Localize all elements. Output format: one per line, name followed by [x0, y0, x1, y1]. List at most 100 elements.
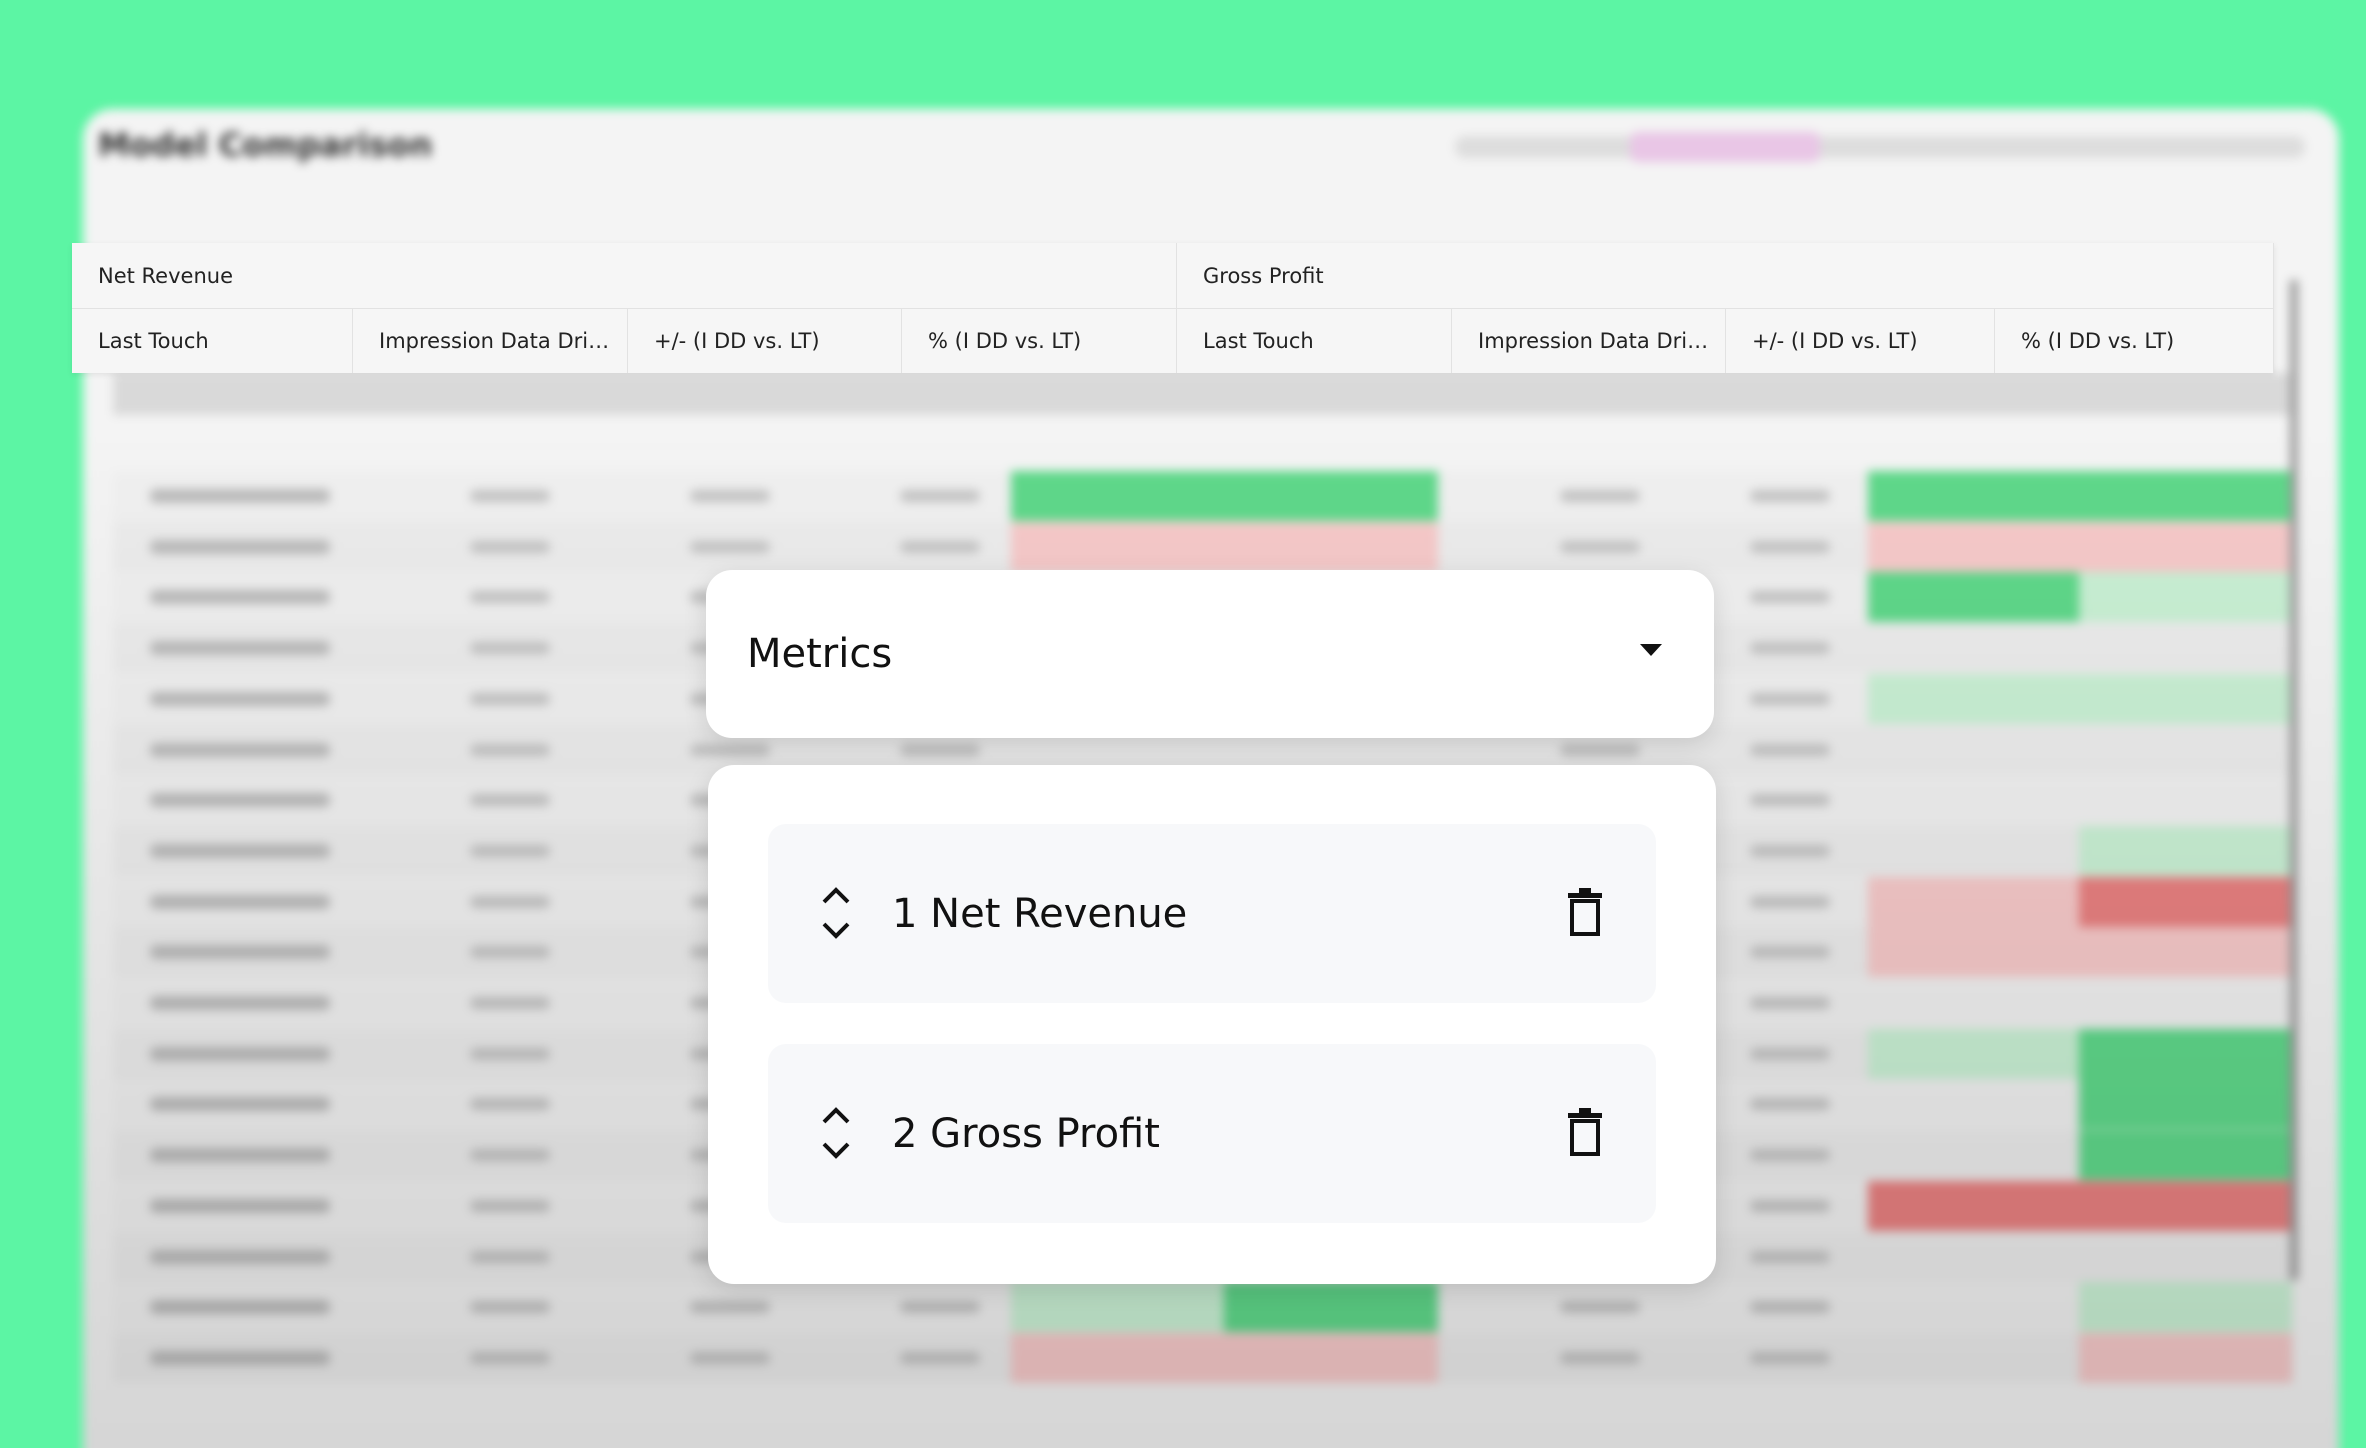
heat-cell [2079, 825, 2292, 876]
page-title: Model Comparison [98, 126, 433, 164]
column-header: Last Touch [1177, 309, 1452, 373]
column-header: % (I DD vs. LT) [902, 309, 1177, 373]
metrics-dropdown[interactable]: Metrics [706, 570, 1714, 738]
heat-cell [1868, 927, 2079, 978]
heat-cell [1011, 471, 1224, 521]
row-text [150, 1148, 330, 1163]
column-header: +/- (I DD vs. LT) [1726, 309, 1995, 373]
cell-text [470, 1047, 550, 1060]
cell-text [1750, 844, 1830, 857]
cell-text [900, 490, 980, 502]
cell-text [1750, 1199, 1830, 1212]
cell-text [470, 1250, 550, 1263]
drag-handle[interactable] [820, 1106, 852, 1160]
heat-cell [1224, 471, 1438, 521]
cell-text [470, 1351, 550, 1364]
metrics-list: 1 Net Revenue 2 Gross Profit [708, 765, 1716, 1284]
cell-text [690, 743, 770, 756]
row-text [150, 793, 330, 808]
row-text [150, 489, 330, 503]
heat-cell [2079, 1332, 2292, 1383]
row-text [150, 641, 330, 656]
heat-cell [2079, 521, 2292, 572]
cell-text [470, 743, 550, 756]
row-text [150, 1350, 330, 1365]
delete-icon[interactable] [1568, 888, 1602, 936]
row-text [150, 843, 330, 858]
heat-cell [1868, 471, 2079, 521]
cell-text [1750, 490, 1830, 502]
cell-text [900, 540, 980, 553]
heat-cell [1868, 1180, 2079, 1231]
heat-cell [2079, 1282, 2292, 1333]
column-header: Impression Data Dri… [353, 309, 628, 373]
toolbar [1455, 136, 2305, 158]
cell-text [1750, 1301, 1830, 1314]
scrollbar [2290, 280, 2298, 1280]
row-text [150, 1198, 330, 1213]
dropdown-label: Metrics [747, 631, 893, 677]
cell-text [1750, 946, 1830, 959]
heat-cell [1868, 521, 2079, 572]
table-subheader [113, 373, 2294, 415]
cell-text [470, 490, 550, 502]
heat-cell [2079, 572, 2292, 623]
cell-text [1750, 743, 1830, 756]
row-text [150, 590, 330, 605]
row-text [150, 691, 330, 706]
heat-cell [1868, 876, 2079, 927]
column-header: Last Touch [72, 309, 353, 373]
heat-cell [2079, 927, 2292, 978]
cell-text [470, 1098, 550, 1111]
cell-text [1750, 692, 1830, 705]
column-header: +/- (I DD vs. LT) [628, 309, 902, 373]
cell-text [470, 1199, 550, 1212]
cell-text [1750, 997, 1830, 1009]
heat-cell [1224, 1282, 1438, 1333]
cell-text [900, 743, 980, 756]
heat-cell [1868, 1028, 2079, 1079]
cell-text [470, 540, 550, 553]
heat-cell [2079, 1079, 2292, 1130]
cell-text [470, 1301, 550, 1314]
cell-text [1750, 794, 1830, 807]
row-text [150, 539, 330, 554]
row-text [150, 996, 330, 1010]
heat-cell [2079, 876, 2292, 927]
group-header: Net Revenue [72, 243, 1177, 309]
cell-text [1560, 743, 1640, 756]
row-text [150, 1300, 330, 1315]
cell-text [1750, 591, 1830, 604]
metric-item[interactable]: 2 Gross Profit [768, 1044, 1656, 1223]
cell-text [470, 591, 550, 604]
row-text [150, 945, 330, 960]
cell-text [1750, 1351, 1830, 1364]
metric-item[interactable]: 1 Net Revenue [768, 824, 1656, 1003]
cell-text [1560, 540, 1640, 553]
group-header: Gross Profit [1177, 243, 2274, 309]
cell-text [1560, 490, 1640, 502]
row-text [150, 1249, 330, 1264]
heat-cell [1224, 1332, 1438, 1383]
cell-text [690, 490, 770, 502]
drag-handle[interactable] [820, 886, 852, 940]
heat-cell [2079, 673, 2292, 724]
caret-icon [1640, 644, 1662, 656]
heat-cell [1868, 673, 2079, 724]
heat-cell [1224, 521, 1438, 572]
row-text [150, 894, 330, 909]
cell-text [1750, 1098, 1830, 1111]
cell-text [900, 1301, 980, 1314]
cell-text [1750, 895, 1830, 908]
cell-text [690, 1301, 770, 1314]
column-header: % (I DD vs. LT) [1995, 309, 2274, 373]
heat-cell [2079, 1180, 2292, 1231]
cell-text [690, 1351, 770, 1364]
cell-text [1750, 540, 1830, 553]
delete-icon[interactable] [1568, 1108, 1602, 1156]
heat-cell [1011, 521, 1224, 572]
cell-text [470, 642, 550, 655]
cell-text [1560, 1301, 1640, 1314]
column-header: Impression Data Dri… [1452, 309, 1726, 373]
table-header: Net Revenue Gross Profit Last Touch Impre… [72, 243, 2274, 373]
